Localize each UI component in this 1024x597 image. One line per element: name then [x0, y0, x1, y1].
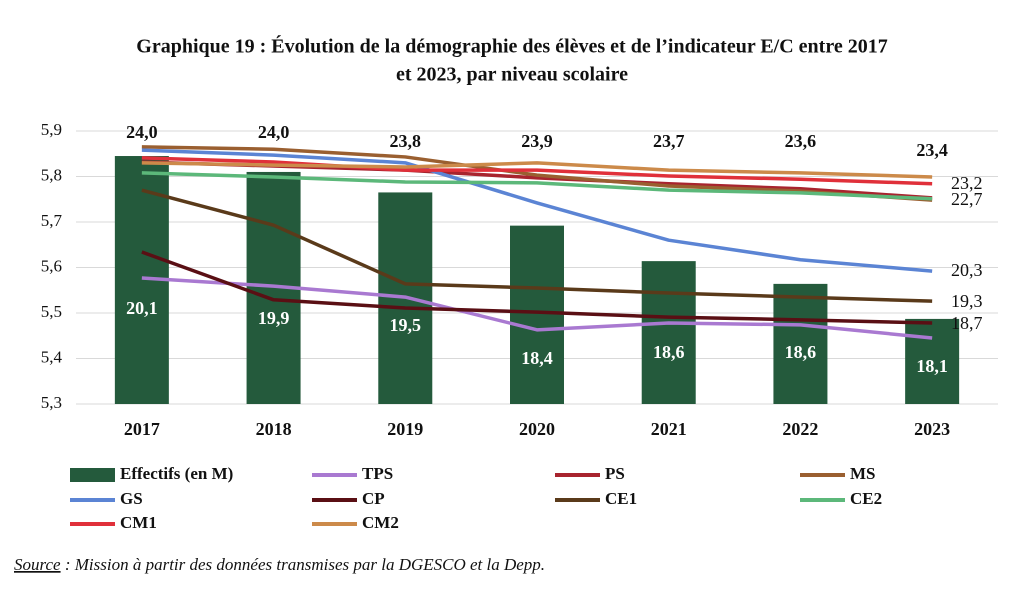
- line: [141, 161, 933, 179]
- y-tick-label: 5,5: [41, 302, 62, 321]
- y-tick-label: 5,9: [41, 120, 62, 139]
- y-tick-label: 5,7: [41, 211, 63, 230]
- annotation: 23,9: [521, 131, 553, 151]
- source-label: Source: [14, 555, 61, 574]
- end-label: 18,7: [951, 313, 983, 333]
- legend-label: CE1: [605, 489, 637, 508]
- x-tick-label: 2021: [651, 419, 687, 439]
- bar-label: 18,1: [916, 356, 948, 376]
- bar: [510, 225, 564, 404]
- bar: [905, 318, 960, 404]
- x-tick-label: 2022: [782, 419, 818, 439]
- bar: [773, 283, 828, 404]
- line: [141, 156, 933, 186]
- x-tick-label: 2020: [519, 419, 555, 439]
- end-label: 22,7: [951, 189, 983, 209]
- annotation: 23,6: [785, 131, 817, 151]
- y-tick-label: 5,3: [41, 393, 62, 412]
- legend-label: CE2: [850, 489, 882, 508]
- legend-label: TPS: [362, 464, 393, 483]
- source-text: : Mission à partir des données transmise…: [61, 555, 545, 574]
- end-label: 19,3: [951, 291, 983, 311]
- x-tick-label: 2023: [914, 419, 950, 439]
- line: [141, 171, 933, 201]
- source: Source : Mission à partir des données tr…: [14, 555, 545, 574]
- legend-label: Effectifs (en M): [120, 464, 233, 483]
- end-label: 20,3: [951, 260, 983, 280]
- annotation: 24,0: [126, 122, 158, 142]
- line: [141, 250, 933, 325]
- line: [141, 188, 933, 303]
- legend-label: CM1: [120, 513, 157, 532]
- legend-label: GS: [120, 489, 143, 508]
- bar-label: 18,4: [521, 348, 553, 368]
- bar: [641, 261, 696, 404]
- line: [141, 148, 933, 273]
- bar-label: 18,6: [653, 342, 685, 362]
- y-tick-label: 5,8: [41, 165, 62, 184]
- line: [141, 145, 933, 202]
- end-label: 23,2: [951, 173, 983, 193]
- x-tick-label: 2017: [124, 419, 160, 439]
- bar-label: 18,6: [785, 342, 817, 362]
- bar-label: 19,5: [390, 315, 422, 335]
- y-tick-label: 5,4: [41, 347, 63, 366]
- annotation: 23,7: [653, 131, 685, 151]
- legend-label: CP: [362, 489, 385, 508]
- legend-label: PS: [605, 464, 625, 483]
- chart-title: Graphique 19 : Évolution de la démograph…: [136, 35, 887, 58]
- legend-label: CM2: [362, 513, 399, 532]
- line: [141, 276, 933, 340]
- bar-label: 19,9: [258, 308, 290, 328]
- x-tick-label: 2019: [387, 419, 423, 439]
- annotation: 23,4: [916, 140, 948, 160]
- annotation: 24,0: [258, 122, 290, 142]
- x-tick-label: 2018: [256, 419, 292, 439]
- legend-swatch: [70, 468, 115, 482]
- annotation: 23,8: [390, 131, 422, 151]
- legend-label: MS: [850, 464, 876, 483]
- bar-label: 20,1: [126, 298, 158, 318]
- y-tick-label: 5,6: [41, 256, 62, 275]
- chart-title: et 2023, par niveau scolaire: [396, 64, 628, 86]
